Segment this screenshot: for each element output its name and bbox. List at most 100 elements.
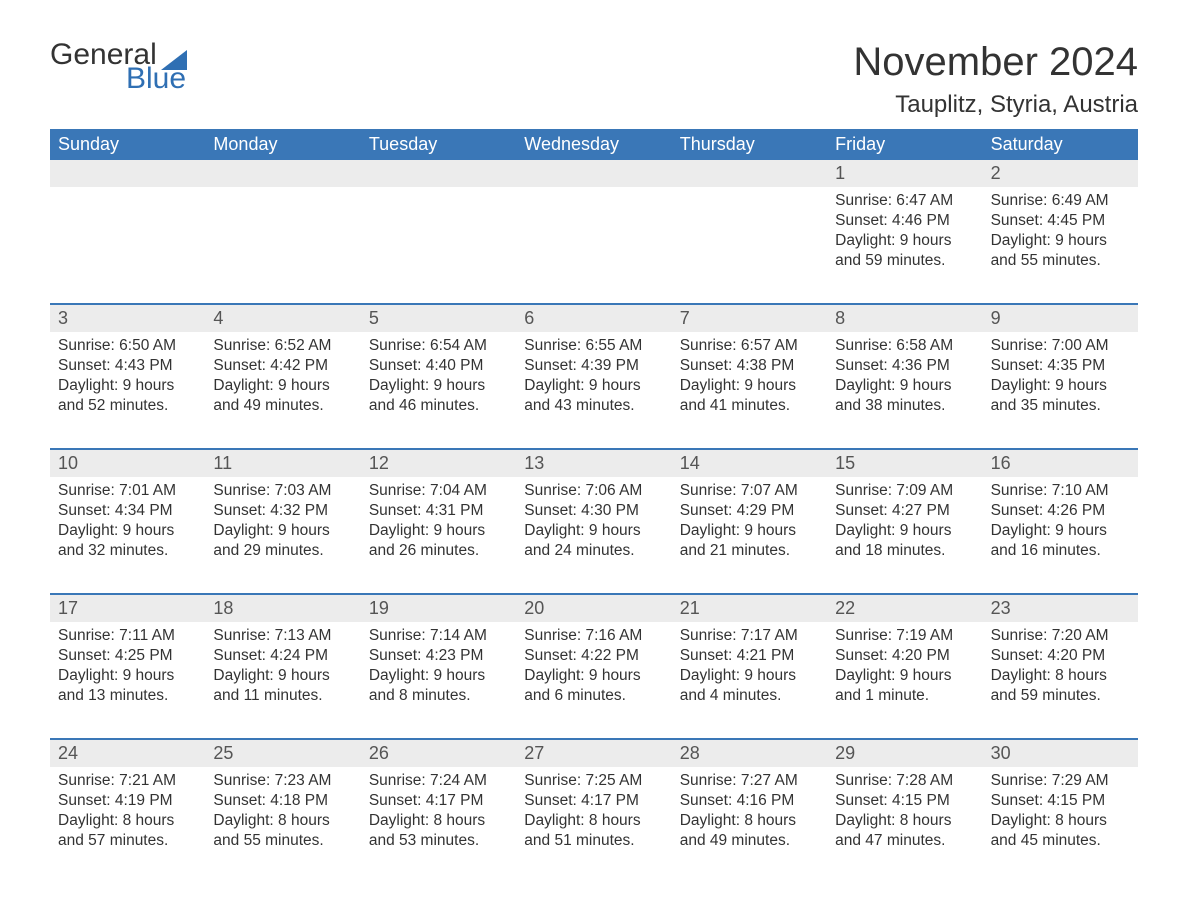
daylight-text: and 13 minutes. <box>58 686 197 706</box>
day-number: 10 <box>50 450 205 477</box>
day-cell <box>205 187 360 283</box>
header: General Blue November 2024 Tauplitz, Sty… <box>50 40 1138 119</box>
day-cell: Sunrise: 6:49 AMSunset: 4:45 PMDaylight:… <box>983 187 1138 283</box>
daylight-text: and 6 minutes. <box>524 686 663 706</box>
daylight-text: Daylight: 8 hours <box>991 666 1130 686</box>
daylight-text: and 4 minutes. <box>680 686 819 706</box>
day-cell: Sunrise: 7:13 AMSunset: 4:24 PMDaylight:… <box>205 622 360 718</box>
day-cell <box>672 187 827 283</box>
daylight-text: Daylight: 9 hours <box>369 521 508 541</box>
day-number <box>50 160 205 187</box>
location: Tauplitz, Styria, Austria <box>853 91 1138 119</box>
daylight-text: and 55 minutes. <box>991 251 1130 271</box>
day-number <box>672 160 827 187</box>
day-cell: Sunrise: 7:00 AMSunset: 4:35 PMDaylight:… <box>983 332 1138 428</box>
calendar-week: 17181920212223Sunrise: 7:11 AMSunset: 4:… <box>50 593 1138 718</box>
day-number: 1 <box>827 160 982 187</box>
calendar-week: 12Sunrise: 6:47 AMSunset: 4:46 PMDayligh… <box>50 160 1138 283</box>
day-number: 20 <box>516 595 671 622</box>
sunset-text: Sunset: 4:45 PM <box>991 211 1130 231</box>
day-cell: Sunrise: 7:27 AMSunset: 4:16 PMDaylight:… <box>672 767 827 863</box>
day-cell: Sunrise: 6:58 AMSunset: 4:36 PMDaylight:… <box>827 332 982 428</box>
day-number: 25 <box>205 740 360 767</box>
sunset-text: Sunset: 4:20 PM <box>835 646 974 666</box>
month-title: November 2024 <box>853 40 1138 85</box>
day-cell: Sunrise: 7:29 AMSunset: 4:15 PMDaylight:… <box>983 767 1138 863</box>
calendar: Sunday Monday Tuesday Wednesday Thursday… <box>50 129 1138 863</box>
sunset-text: Sunset: 4:27 PM <box>835 501 974 521</box>
day-cell: Sunrise: 7:17 AMSunset: 4:21 PMDaylight:… <box>672 622 827 718</box>
daylight-text: and 51 minutes. <box>524 831 663 851</box>
day-number <box>516 160 671 187</box>
daylight-text: and 49 minutes. <box>213 396 352 416</box>
dayname: Wednesday <box>516 129 671 160</box>
daylight-text: Daylight: 8 hours <box>680 811 819 831</box>
sunset-text: Sunset: 4:19 PM <box>58 791 197 811</box>
day-number: 14 <box>672 450 827 477</box>
daylight-text: and 59 minutes. <box>835 251 974 271</box>
calendar-week: 3456789Sunrise: 6:50 AMSunset: 4:43 PMDa… <box>50 303 1138 428</box>
day-cell: Sunrise: 7:07 AMSunset: 4:29 PMDaylight:… <box>672 477 827 573</box>
day-number: 3 <box>50 305 205 332</box>
day-number: 22 <box>827 595 982 622</box>
day-number: 30 <box>983 740 1138 767</box>
sunrise-text: Sunrise: 6:58 AM <box>835 336 974 356</box>
sunset-text: Sunset: 4:26 PM <box>991 501 1130 521</box>
sunrise-text: Sunrise: 7:20 AM <box>991 626 1130 646</box>
sunset-text: Sunset: 4:22 PM <box>524 646 663 666</box>
day-number: 2 <box>983 160 1138 187</box>
sunrise-text: Sunrise: 7:10 AM <box>991 481 1130 501</box>
sunset-text: Sunset: 4:15 PM <box>835 791 974 811</box>
logo: General Blue <box>50 40 187 94</box>
daylight-text: Daylight: 9 hours <box>58 666 197 686</box>
sunrise-text: Sunrise: 7:16 AM <box>524 626 663 646</box>
sunset-text: Sunset: 4:46 PM <box>835 211 974 231</box>
sunset-text: Sunset: 4:31 PM <box>369 501 508 521</box>
logo-text-blue: Blue <box>126 64 187 94</box>
daylight-text: Daylight: 9 hours <box>991 521 1130 541</box>
sunrise-text: Sunrise: 7:28 AM <box>835 771 974 791</box>
daylight-text: and 26 minutes. <box>369 541 508 561</box>
daylight-text: and 45 minutes. <box>991 831 1130 851</box>
day-body-row: Sunrise: 6:47 AMSunset: 4:46 PMDaylight:… <box>50 187 1138 283</box>
sunset-text: Sunset: 4:32 PM <box>213 501 352 521</box>
dayname: Monday <box>205 129 360 160</box>
day-cell <box>516 187 671 283</box>
dayname: Sunday <box>50 129 205 160</box>
daylight-text: and 35 minutes. <box>991 396 1130 416</box>
daylight-text: Daylight: 9 hours <box>213 666 352 686</box>
sunrise-text: Sunrise: 6:57 AM <box>680 336 819 356</box>
sunrise-text: Sunrise: 7:13 AM <box>213 626 352 646</box>
sunrise-text: Sunrise: 6:55 AM <box>524 336 663 356</box>
day-body-row: Sunrise: 7:11 AMSunset: 4:25 PMDaylight:… <box>50 622 1138 718</box>
day-body-row: Sunrise: 7:01 AMSunset: 4:34 PMDaylight:… <box>50 477 1138 573</box>
day-number: 24 <box>50 740 205 767</box>
sunrise-text: Sunrise: 7:03 AM <box>213 481 352 501</box>
sunrise-text: Sunrise: 7:11 AM <box>58 626 197 646</box>
daylight-text: Daylight: 9 hours <box>835 666 974 686</box>
daylight-text: Daylight: 8 hours <box>835 811 974 831</box>
daylight-text: and 59 minutes. <box>991 686 1130 706</box>
daylight-text: Daylight: 9 hours <box>524 376 663 396</box>
daylight-text: and 38 minutes. <box>835 396 974 416</box>
day-number-row: 17181920212223 <box>50 595 1138 622</box>
daylight-text: and 47 minutes. <box>835 831 974 851</box>
sunrise-text: Sunrise: 6:47 AM <box>835 191 974 211</box>
daylight-text: Daylight: 9 hours <box>680 376 819 396</box>
day-number: 26 <box>361 740 516 767</box>
daylight-text: Daylight: 9 hours <box>524 666 663 686</box>
daylight-text: and 21 minutes. <box>680 541 819 561</box>
daylight-text: and 8 minutes. <box>369 686 508 706</box>
daylight-text: and 43 minutes. <box>524 396 663 416</box>
sunset-text: Sunset: 4:15 PM <box>991 791 1130 811</box>
sunrise-text: Sunrise: 7:07 AM <box>680 481 819 501</box>
sunset-text: Sunset: 4:24 PM <box>213 646 352 666</box>
daylight-text: and 41 minutes. <box>680 396 819 416</box>
day-cell: Sunrise: 6:50 AMSunset: 4:43 PMDaylight:… <box>50 332 205 428</box>
daylight-text: and 55 minutes. <box>213 831 352 851</box>
day-cell <box>361 187 516 283</box>
sunset-text: Sunset: 4:18 PM <box>213 791 352 811</box>
day-number: 8 <box>827 305 982 332</box>
day-body-row: Sunrise: 7:21 AMSunset: 4:19 PMDaylight:… <box>50 767 1138 863</box>
day-number: 18 <box>205 595 360 622</box>
